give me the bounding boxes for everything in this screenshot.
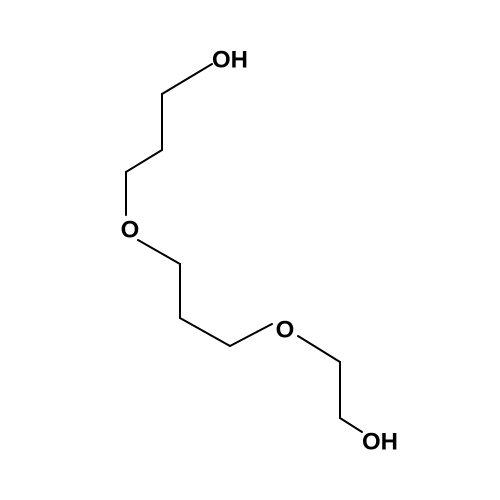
molecule-diagram: OH O O OH xyxy=(0,0,500,500)
bond xyxy=(298,336,340,362)
bond xyxy=(180,318,230,346)
atom-label-o1: O xyxy=(121,217,140,244)
atom-label-oh1: OH xyxy=(212,47,248,74)
bond xyxy=(230,324,272,346)
bonds-group xyxy=(126,64,362,432)
bond xyxy=(340,418,362,432)
bond xyxy=(162,64,212,94)
bond xyxy=(138,240,180,264)
atom-label-o2: O xyxy=(276,317,295,344)
bond xyxy=(126,150,162,172)
atom-label-oh2: OH xyxy=(362,429,398,456)
